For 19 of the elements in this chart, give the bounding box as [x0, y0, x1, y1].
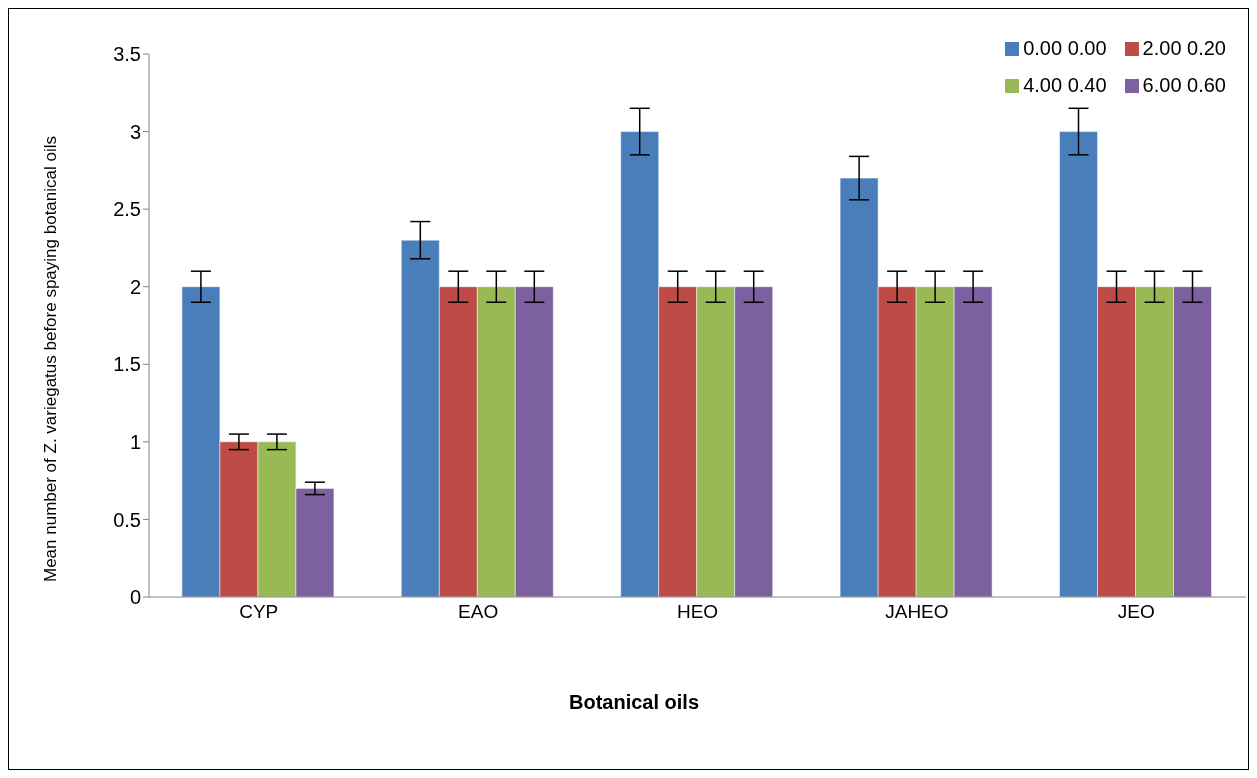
- x-axis-title: Botanical oils: [568, 691, 700, 714]
- legend-label: 6.00 0.60: [1142, 74, 1226, 97]
- y-tick-label: 1: [129, 430, 141, 453]
- legend-label: 4.00 0.40: [1023, 74, 1107, 97]
- x-tick-label: HEO: [676, 601, 719, 623]
- y-tick-label: 3: [129, 120, 141, 143]
- y-tick-label: 2.5: [113, 198, 141, 221]
- legend-label: 0.00 0.00: [1023, 37, 1107, 60]
- x-tick-label: JAHEO: [885, 601, 949, 623]
- y-tick-label: 1.5: [113, 353, 141, 376]
- y-axis-title: Mean number of Z. variegatus before spaying botanical oils: [41, 135, 61, 583]
- y-tick-label: 2: [129, 275, 141, 298]
- y-tick-label: 3.5: [113, 43, 141, 66]
- y-tick-label: 0: [129, 586, 141, 609]
- y-tick-label: 0.5: [113, 508, 141, 531]
- x-tick-label: JEO: [1117, 601, 1155, 623]
- x-tick-label: EAO: [458, 601, 499, 623]
- legend-label: 2.00 0.20: [1142, 37, 1226, 60]
- x-tick-label: CYP: [239, 601, 279, 623]
